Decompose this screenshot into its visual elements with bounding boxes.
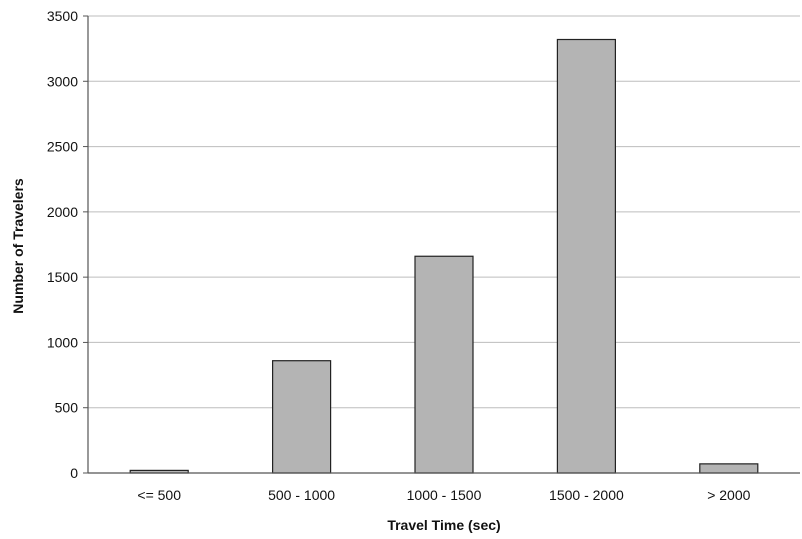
y-axis-title: Number of Travelers — [10, 178, 26, 314]
bar-4 — [699, 463, 759, 474]
x-axis-title: Travel Time (sec) — [387, 517, 500, 533]
x-tick-label: 1000 - 1500 — [407, 487, 482, 503]
bar-3 — [556, 38, 617, 474]
y-tick-label: 2000 — [47, 204, 78, 220]
x-tick-label: > 2000 — [707, 487, 750, 503]
y-tick-label: 1000 — [47, 334, 78, 350]
x-tick-labels: <= 500 500 - 1000 1000 - 1500 1500 - 2000 > … — [137, 487, 750, 503]
x-tick-label: 500 - 1000 — [268, 487, 335, 503]
y-tick-label: 2500 — [47, 139, 78, 155]
bar-2 — [414, 255, 474, 474]
y-tick-label: 500 — [55, 400, 79, 416]
y-tick-label: 3000 — [47, 73, 78, 89]
bars — [129, 38, 759, 474]
y-tick-labels: 0 500 1000 1500 2000 2500 3000 3500 — [47, 8, 88, 481]
y-tick-label: 1500 — [47, 269, 78, 285]
axes — [87, 16, 800, 474]
bar-1 — [272, 360, 332, 474]
y-tick-label: 0 — [70, 465, 78, 481]
x-tick-label: 1500 - 2000 — [549, 487, 624, 503]
x-tick-label: <= 500 — [137, 487, 181, 503]
y-tick-label: 3500 — [47, 8, 78, 24]
